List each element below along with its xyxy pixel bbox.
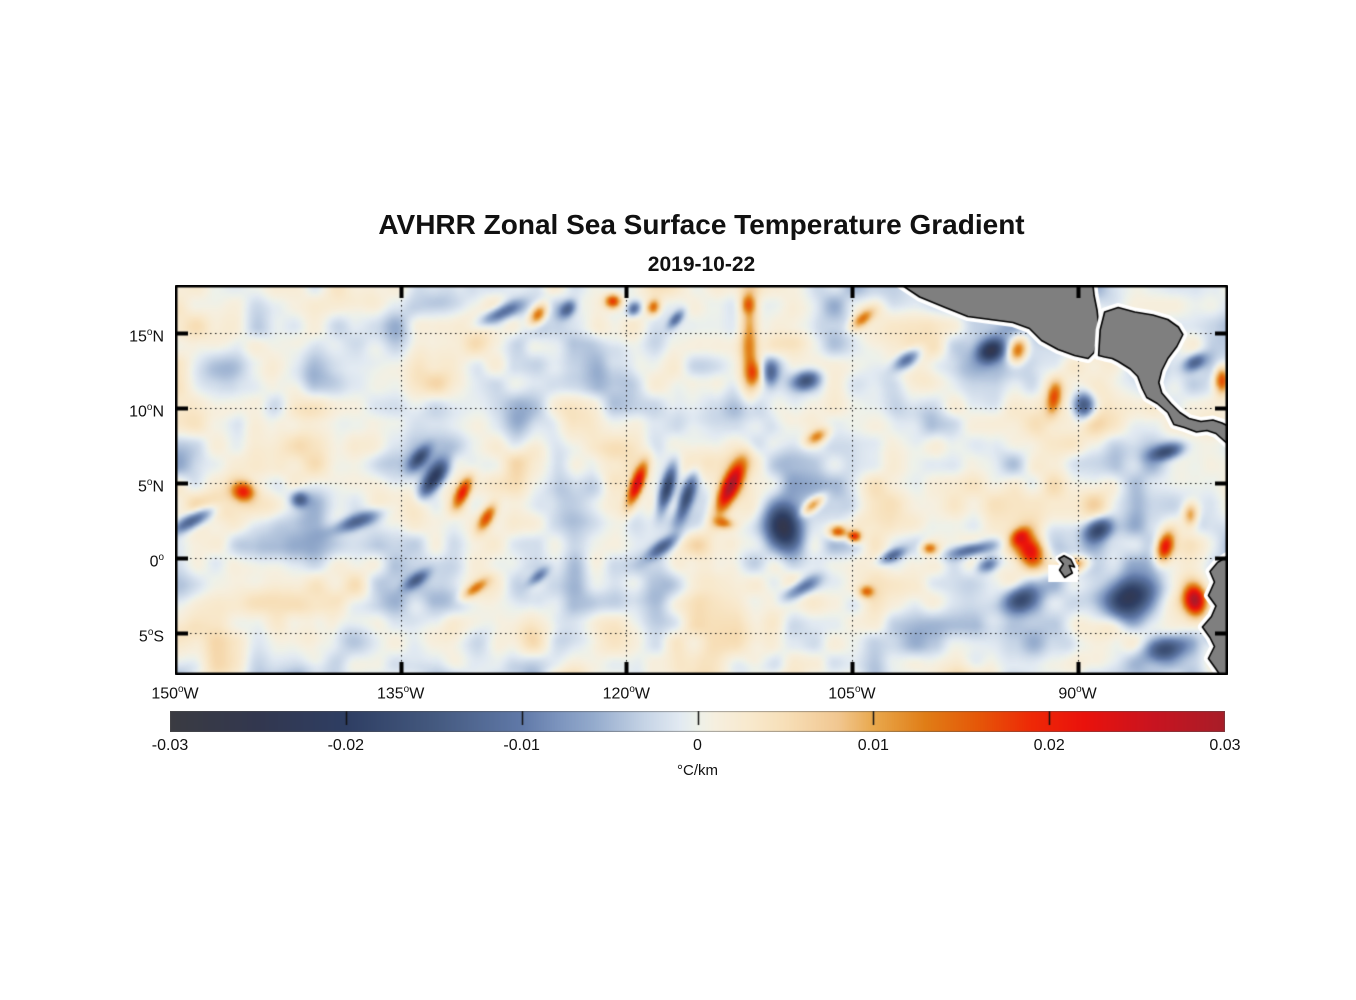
colorbar-tick-label: 0.03 [1209, 737, 1241, 754]
x-tick-label: 105oW [828, 684, 876, 703]
chart-title: AVHRR Zonal Sea Surface Temperature Grad… [378, 209, 1025, 240]
chart-subtitle-date: 2019-10-22 [647, 253, 756, 276]
y-tick-label: 10oN [129, 402, 164, 421]
x-tick-label: 120oW [602, 684, 650, 703]
colorbar-tick-label: -0.01 [503, 737, 540, 754]
colorbar-tick-label: -0.03 [151, 737, 189, 754]
colorbar-tick-label: 0.01 [857, 737, 889, 754]
x-tick-label: 150oW [151, 684, 199, 703]
colorbar-units-label: °C/km [677, 762, 718, 779]
y-tick-label: 5oS [138, 627, 164, 646]
colorbar-tick-label: -0.02 [327, 737, 365, 754]
y-tick-label: 15oN [129, 327, 164, 346]
x-tick-label: 90oW [1058, 684, 1097, 703]
x-tick-label: 135oW [376, 684, 425, 703]
colorbar-canvas [170, 711, 1225, 732]
y-tick-label: 5oN [138, 477, 164, 496]
y-tick-label: 0o [149, 552, 164, 571]
colorbar-tick-label: 0.02 [1033, 737, 1065, 754]
colorbar-tick-label: 0 [693, 737, 702, 754]
map-canvas [175, 285, 1228, 675]
